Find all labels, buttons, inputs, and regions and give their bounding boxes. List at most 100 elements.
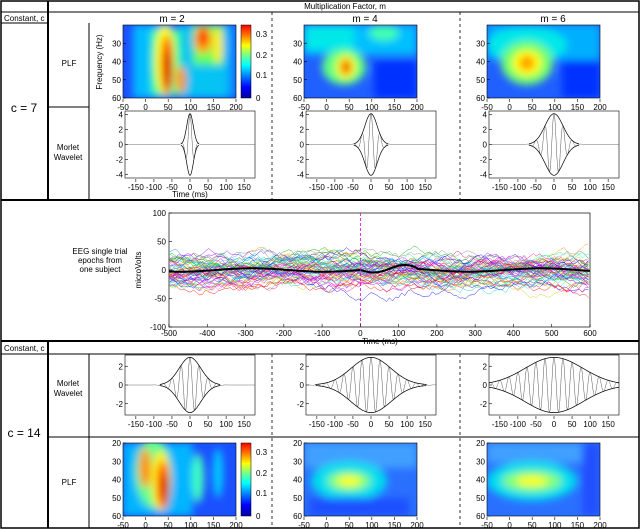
eeg-trial-trace xyxy=(169,256,589,289)
eeg-x-tick-label: 300 xyxy=(469,329,483,338)
morlet-bottom-y-tick-label: -2 xyxy=(480,400,488,409)
colorbar-bottom: 0.3 0.2 0.1 0 xyxy=(240,442,268,521)
plf-bottom-x-tick-label: 0 xyxy=(507,521,512,529)
plf-bottom-x-tick-label: 50 xyxy=(345,521,354,529)
eeg-trial-trace xyxy=(169,260,589,292)
plf-bottom-y-tick-label: 20 xyxy=(112,439,121,448)
morlet-bottom-x-tick-label: 50 xyxy=(204,420,213,429)
morlet-top-m4 xyxy=(305,110,437,179)
morlet-bottom-x-tick-label: 150 xyxy=(237,420,251,429)
morlet-top-m6-carrier xyxy=(489,113,619,172)
morlet-top-y-tick-label: -4 xyxy=(297,170,305,179)
morlet-bottom-m2 xyxy=(124,354,256,416)
plf-label-bottom: PLF xyxy=(62,478,77,487)
morlet-top-x-tick-label: 150 xyxy=(237,183,251,192)
cb-bottom-tick: 0 xyxy=(256,512,261,521)
plf-bottom-x-tick-label: 0 xyxy=(324,521,329,529)
plf-bottom-x-tick-label: -50 xyxy=(481,521,493,529)
eeg-y-tick-label: 0 xyxy=(162,266,167,275)
morlet-bottom-m6-carrier xyxy=(488,357,620,413)
morlet-top-y-tick-label: -2 xyxy=(297,155,305,164)
eeg-label-line-2: epochs from xyxy=(78,256,122,265)
plf-top-x-tick-label: 50 xyxy=(528,103,537,112)
eeg-trial-trace xyxy=(169,248,589,276)
morlet-bottom-x-tick-label: 100 xyxy=(219,420,233,429)
eeg-trial-trace xyxy=(169,266,589,291)
plf-heatmap-top-m4 xyxy=(303,24,418,99)
cb-top-tick: 0.2 xyxy=(256,51,268,60)
eeg-trial-trace xyxy=(169,257,589,292)
colorbar-top: 0.3 0.2 0.1 0 xyxy=(240,24,268,103)
morlet-top-x-tick-label: -100 xyxy=(510,183,527,192)
morlet-top-x-tick-label: -150 xyxy=(128,183,145,192)
morlet-label-top-2: Wavelet xyxy=(54,153,83,162)
morlet-bottom-x-tick-label: 100 xyxy=(400,420,414,429)
eeg-trial-trace xyxy=(169,261,589,291)
morlet-bottom-y-tick-label: 0 xyxy=(119,381,124,390)
morlet-bottom-y-tick-label: -2 xyxy=(297,400,305,409)
morlet-top-y-tick-label: 4 xyxy=(300,111,305,120)
morlet-bottom-x-tick-label: -100 xyxy=(327,420,344,429)
plf-top-x-tick-label: 200 xyxy=(593,103,607,112)
morlet-bottom-m6-envelope-upper xyxy=(489,357,619,384)
eeg-x-tick-label: 600 xyxy=(583,329,597,338)
morlet-top-y-tick-label: 0 xyxy=(119,141,124,150)
plf-top-y-tick-label: 50 xyxy=(476,76,485,85)
eeg-x-tick-label: 200 xyxy=(430,329,444,338)
morlet-top-y-tick-label: 2 xyxy=(300,126,305,135)
morlet-top-x-tick-label: -150 xyxy=(492,183,509,192)
morlet-top-x-tick-label: -50 xyxy=(166,183,178,192)
morlet-top-m6 xyxy=(488,110,620,179)
plf-top-y-tick-label: 40 xyxy=(293,58,302,67)
morlet-top-x-tick-label: 100 xyxy=(400,183,414,192)
plf-top-x-tick-label: 150 xyxy=(388,103,402,112)
morlet-top-x-tick-label: -50 xyxy=(530,183,542,192)
time-axis-label-top: Time (ms) xyxy=(172,190,208,199)
morlet-bottom-m6-envelope-lower xyxy=(489,386,619,413)
plf-top-x-tick-label: 0 xyxy=(324,103,329,112)
plf-top-x-tick-label: 50 xyxy=(345,103,354,112)
eeg-trial-trace xyxy=(169,262,589,287)
plf-top-x-tick-label: 200 xyxy=(410,103,424,112)
plf-heatmap-bottom-m6 xyxy=(486,442,601,517)
eeg-trial-trace xyxy=(169,264,589,291)
plf-bottom-x-tick-label: 100 xyxy=(548,521,562,529)
column-dividers xyxy=(271,12,461,528)
morlet-label-bottom-2: Wavelet xyxy=(54,389,83,398)
plf-bottom-y-tick-label: 40 xyxy=(476,476,485,485)
plf-heatmap-bottom-m4 xyxy=(303,442,418,517)
eeg-xlabel: Time (ms) xyxy=(362,337,398,346)
eeg-x-tick-label: 100 xyxy=(392,329,406,338)
morlet-bottom-x-tick-label: 150 xyxy=(601,420,615,429)
plf-label-top: PLF xyxy=(62,59,77,68)
morlet-top-x-tick-label: 150 xyxy=(601,183,615,192)
morlet-top-m2-carrier xyxy=(125,113,255,159)
eeg-x-tick-label: -100 xyxy=(314,329,331,338)
plf-top-y-tick-label: 60 xyxy=(112,94,121,103)
morlet-top-m4-envelope-upper xyxy=(353,113,389,145)
plf-top-y-tick-label: 30 xyxy=(112,39,121,48)
morlet-bottom-m4-frame xyxy=(305,354,437,416)
morlet-bottom-m2-carrier xyxy=(125,357,255,411)
eeg-trial-trace xyxy=(169,247,589,288)
plf-bottom-y-tick-label: 30 xyxy=(293,457,302,466)
morlet-top-y-tick-label: -4 xyxy=(116,170,124,179)
morlet-top-y-tick-label: 2 xyxy=(119,126,124,135)
morlet-top-m4-carrier xyxy=(306,113,436,169)
plf-bottom-x-tick-label: 200 xyxy=(410,521,424,529)
morlet-top-x-tick-label: 50 xyxy=(385,183,394,192)
morlet-bottom-m4-carrier xyxy=(305,357,437,413)
multiplication-factor-header: Multiplication Factor, m xyxy=(304,2,386,11)
eeg-x-tick-label: -400 xyxy=(199,329,216,338)
morlet-bottom-m6 xyxy=(488,354,620,416)
morlet-top-x-tick-label: 50 xyxy=(204,183,213,192)
plf-bottom-x-tick-label: 150 xyxy=(388,521,402,529)
morlet-bottom-x-tick-label: 0 xyxy=(552,420,557,429)
plf-bottom-x-tick-label: 200 xyxy=(593,521,607,529)
eeg-y-tick-label: 50 xyxy=(157,238,166,247)
plf-bottom-y-tick-label: 50 xyxy=(293,494,302,503)
plf-top-x-tick-label: 100 xyxy=(184,103,198,112)
